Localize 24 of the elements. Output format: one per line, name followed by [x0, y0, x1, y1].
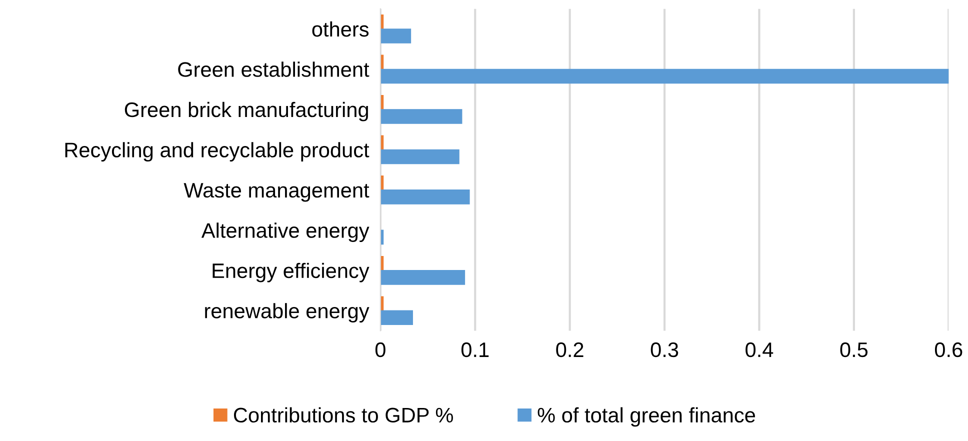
x-tick-label: 0.5 [840, 342, 868, 358]
x-tick-label: 0.2 [556, 342, 584, 358]
y-tick-label: Alternative energy [201, 222, 370, 242]
bar [380, 28, 412, 44]
y-tick-label: Recycling and recyclable product [65, 142, 370, 162]
x-tick-label: 0.3 [650, 342, 678, 358]
bar [380, 270, 466, 285]
y-tick-label: Green brick manufacturing [124, 102, 368, 122]
y-tick-label: others [312, 21, 369, 37]
y-tick-label: renewable energy [205, 303, 370, 322]
bar [380, 190, 470, 204]
y-tick-label: Green establishment [178, 62, 370, 77]
legend-label: % of total green finance [538, 407, 756, 427]
bar [380, 109, 462, 124]
bar [380, 149, 460, 164]
bar [380, 68, 949, 84]
y-tick-label: Waste management [184, 183, 370, 202]
x-tick-label: 0.4 [746, 342, 774, 358]
legend-label: Contributions to GDP % [234, 407, 453, 423]
x-tick-label: 0.1 [461, 342, 489, 358]
bar [380, 310, 413, 326]
y-tick-label: Energy efficiency [212, 262, 370, 282]
x-tick-label: 0 [375, 342, 386, 358]
x-tick-label: 0.6 [934, 342, 962, 358]
